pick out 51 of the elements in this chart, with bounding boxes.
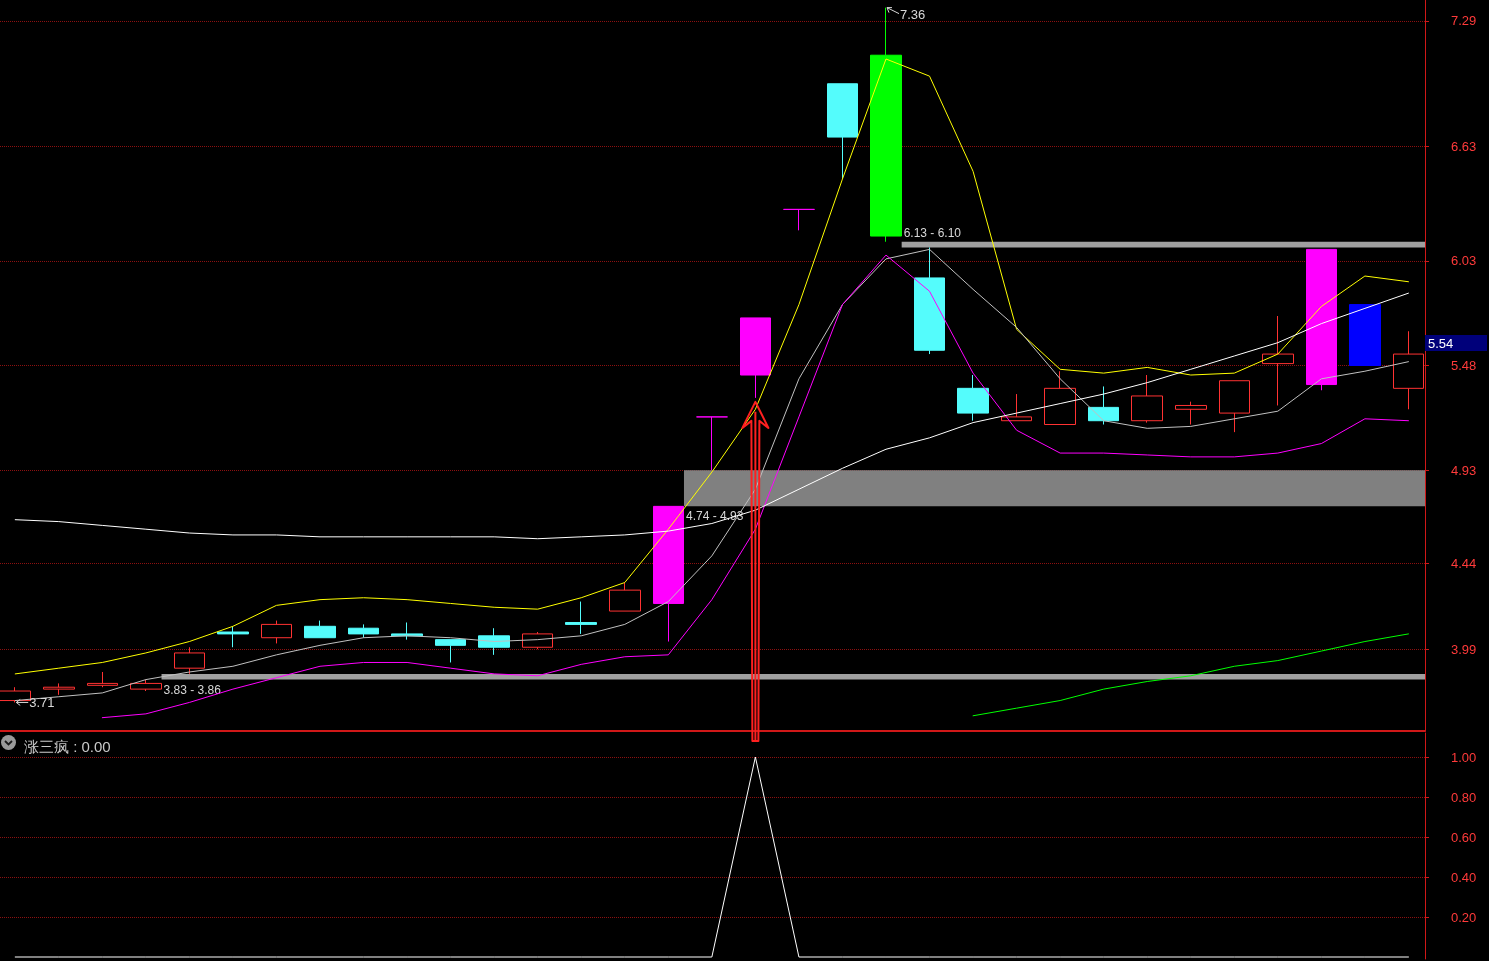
band-label: 6.13 - 6.10 <box>903 225 962 240</box>
candlestick <box>1219 380 1250 433</box>
candlestick <box>43 682 75 696</box>
candlestick <box>1001 393 1032 422</box>
line-series <box>14 292 1409 540</box>
line-series <box>14 58 1409 675</box>
candlestick <box>740 317 771 399</box>
candlestick <box>0 686 31 703</box>
candlestick <box>304 620 336 639</box>
candlestick <box>957 374 989 422</box>
y-tick-label: 7.29 <box>1451 13 1477 29</box>
y-tick-label: 6.03 <box>1451 253 1477 269</box>
candlestick <box>1349 304 1381 366</box>
line-series <box>972 633 1409 717</box>
candlestick <box>1088 385 1119 426</box>
y-tick-label: 4.93 <box>1451 462 1477 478</box>
candlestick <box>522 631 553 650</box>
candlestick <box>435 639 466 663</box>
candlestick <box>783 208 815 231</box>
y-tick-label: 3.99 <box>1451 641 1477 657</box>
y-tick-label: 1.00 <box>1451 749 1477 765</box>
candlestick <box>609 582 641 612</box>
candlestick <box>261 620 292 644</box>
candlestick <box>87 671 118 688</box>
annotation: 7.36 <box>900 7 926 23</box>
candlestick <box>696 416 728 471</box>
candlestick <box>130 679 162 692</box>
candlestick <box>827 83 858 180</box>
y-tick-label: 4.44 <box>1451 555 1477 571</box>
text: 5.54 <box>1428 335 1454 351</box>
annotation: 3.71 <box>29 694 55 710</box>
candlestick <box>174 646 205 675</box>
candlestick <box>217 625 249 648</box>
y-tick-label: 5.48 <box>1451 358 1477 373</box>
candlestick <box>653 505 684 643</box>
candlestick <box>1262 315 1294 406</box>
candlestick <box>1131 374 1163 424</box>
candlestick <box>870 7 902 243</box>
chart-title: 涨三疯 : 0.00 <box>24 738 111 755</box>
y-tick-label: 0.20 <box>1451 909 1477 925</box>
candlestick <box>1044 370 1076 426</box>
y-tick-label: 0.60 <box>1451 829 1477 845</box>
candlestick <box>1175 401 1207 426</box>
y-tick-label: 0.40 <box>1451 869 1477 885</box>
candlestick <box>565 601 597 635</box>
candlestick <box>348 623 379 639</box>
band-label: 3.83 - 3.86 <box>163 682 222 697</box>
y-tick-label: 6.63 <box>1451 139 1477 155</box>
candlestick <box>914 246 945 355</box>
y-tick-label: 0.80 <box>1451 789 1477 805</box>
candlestick <box>1306 248 1337 391</box>
